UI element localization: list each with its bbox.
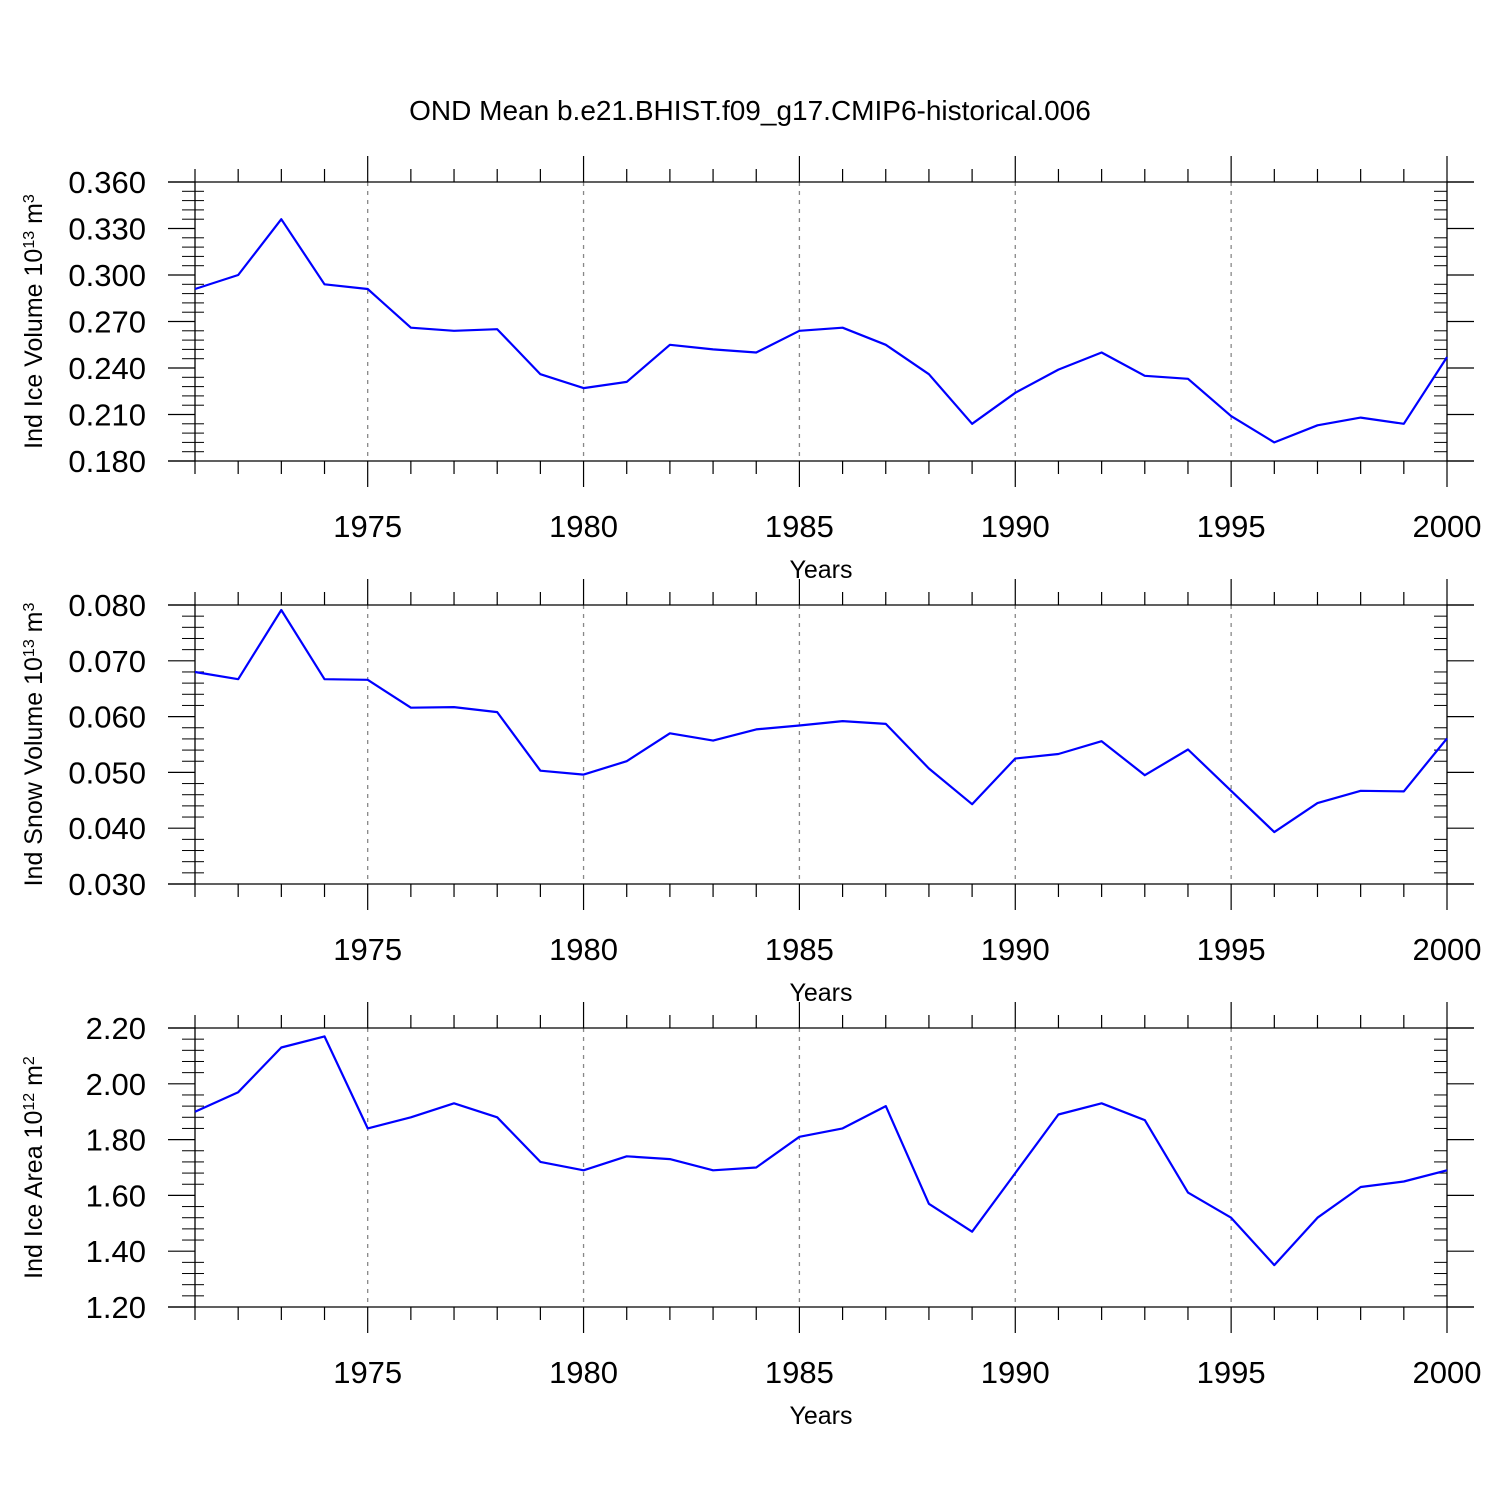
- y-label-text: m: [20, 612, 48, 640]
- x-tick-label: 1980: [549, 1355, 618, 1390]
- x-tick-label: 1980: [549, 932, 618, 967]
- x-tick-label: 1975: [333, 509, 402, 544]
- y-tick-label: 0.050: [68, 755, 146, 790]
- y-label-text: Ind Ice Volume 10: [20, 249, 48, 449]
- y-label-superscript: 3: [21, 603, 38, 612]
- series-line: [194, 218, 1448, 444]
- x-tick-label: 2000: [1413, 1355, 1482, 1390]
- y-tick-label: 1.20: [86, 1290, 146, 1325]
- x-tick-label: 2000: [1413, 509, 1482, 544]
- y-tick-label: 0.040: [68, 811, 146, 846]
- y-label-superscript: 2: [21, 1056, 38, 1065]
- y-tick-label: 0.060: [68, 700, 146, 735]
- panel-1: 0.180 0.210 0.240 0.270 0.300 0.330 0.360 1975 1…: [20, 156, 1481, 584]
- chart-title: OND Mean b.e21.BHIST.f09_g17.CMIP6-histo…: [409, 95, 1091, 126]
- y-label-text: Ind Ice Area 10: [20, 1111, 48, 1279]
- y-label-superscript: 13: [21, 639, 38, 657]
- y-label-superscript: 3: [21, 194, 38, 203]
- x-tick-label: 2000: [1413, 932, 1482, 967]
- panel-2: 0.030 0.040 0.050 0.060 0.070 0.080 1975 1980 19…: [20, 579, 1481, 1007]
- x-tick-label: 1975: [333, 932, 402, 967]
- y-tick-label: 0.270: [68, 305, 146, 340]
- y-tick-label: 1.80: [86, 1123, 146, 1158]
- y-tick-label: 2.20: [86, 1011, 146, 1046]
- series-line: [194, 1035, 1448, 1267]
- panel-3: 1.20 1.40 1.60 1.80 2.00 2.20 1975 1980 1985 1990…: [20, 1002, 1481, 1430]
- x-tick-label: 1990: [981, 509, 1050, 544]
- y-axis-label: Ind Ice Area 1012 m2: [20, 1056, 48, 1279]
- y-tick-label: 0.360: [68, 165, 146, 200]
- y-tick-label: 1.60: [86, 1178, 146, 1213]
- y-tick-label: 0.300: [68, 258, 146, 293]
- y-label-text: Ind Snow Volume 10: [20, 657, 48, 886]
- x-axis-label: Years: [789, 1402, 852, 1430]
- x-tick-label: 1995: [1197, 509, 1266, 544]
- x-tick-label: 1990: [981, 1355, 1050, 1390]
- x-tick-label: 1975: [333, 1355, 402, 1390]
- y-tick-label: 0.080: [68, 588, 146, 623]
- series-line: [194, 608, 1448, 834]
- x-tick-label: 1980: [549, 509, 618, 544]
- y-label-superscript: 12: [21, 1093, 38, 1111]
- y-tick-label: 0.330: [68, 212, 146, 247]
- y-label-superscript: 13: [21, 231, 38, 249]
- y-tick-label: 0.180: [68, 444, 146, 479]
- x-tick-label: 1995: [1197, 1355, 1266, 1390]
- y-tick-label: 0.070: [68, 644, 146, 679]
- x-tick-label: 1990: [981, 932, 1050, 967]
- x-tick-label: 1995: [1197, 932, 1266, 967]
- y-axis-label: Ind Ice Volume 1013 m3: [20, 194, 48, 449]
- y-tick-label: 1.40: [86, 1234, 146, 1269]
- x-tick-label: 1985: [765, 932, 834, 967]
- y-label-text: m: [20, 1065, 48, 1093]
- x-tick-label: 1985: [765, 1355, 834, 1390]
- x-tick-label: 1985: [765, 509, 834, 544]
- y-tick-label: 2.00: [86, 1067, 146, 1102]
- y-tick-label: 0.240: [68, 351, 146, 386]
- y-axis-label: Ind Snow Volume 1013 m3: [20, 603, 48, 887]
- y-tick-label: 0.030: [68, 867, 146, 902]
- y-tick-label: 0.210: [68, 398, 146, 433]
- y-label-text: m: [20, 203, 48, 231]
